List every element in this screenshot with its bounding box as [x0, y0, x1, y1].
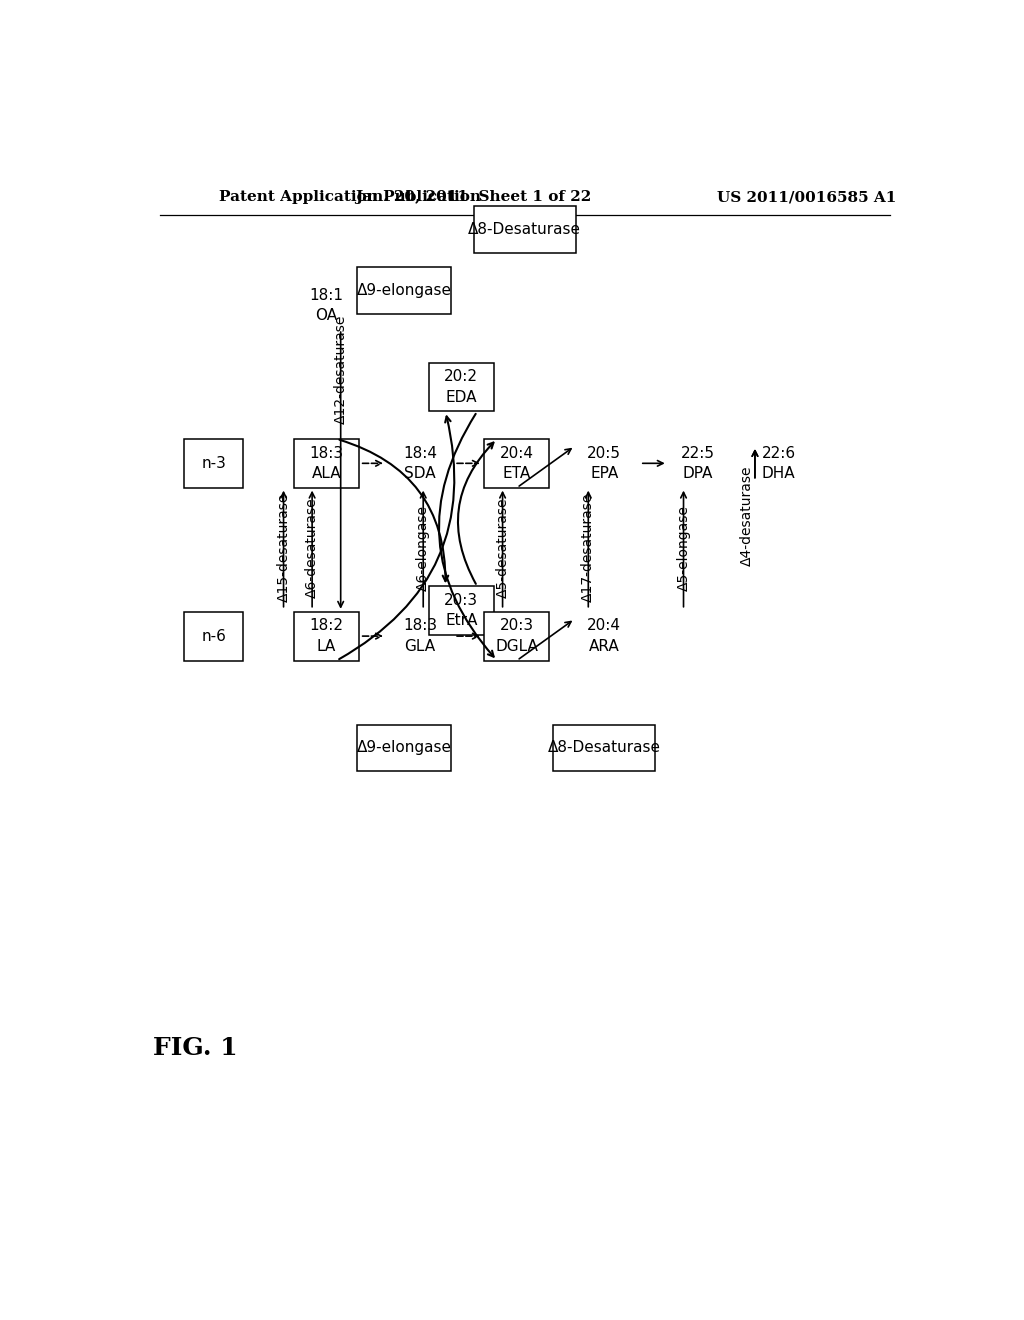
FancyBboxPatch shape: [294, 611, 359, 660]
Text: EDA: EDA: [445, 389, 477, 405]
FancyBboxPatch shape: [357, 725, 451, 771]
Text: ARA: ARA: [589, 639, 620, 653]
Text: DPA: DPA: [683, 466, 713, 480]
Text: 20:5: 20:5: [587, 446, 622, 461]
FancyBboxPatch shape: [184, 611, 244, 660]
FancyBboxPatch shape: [484, 611, 550, 660]
Text: 20:4: 20:4: [587, 619, 622, 634]
Text: Δ6-desaturase: Δ6-desaturase: [305, 498, 319, 598]
Text: Δ15-desaturase: Δ15-desaturase: [276, 492, 291, 602]
Text: LA: LA: [316, 639, 336, 653]
Text: n-6: n-6: [202, 628, 226, 644]
Text: 20:2: 20:2: [444, 370, 478, 384]
FancyBboxPatch shape: [357, 267, 451, 314]
Text: n-3: n-3: [202, 455, 226, 471]
Text: 22:6: 22:6: [762, 446, 796, 461]
Text: Δ6-elongase: Δ6-elongase: [416, 504, 430, 590]
FancyBboxPatch shape: [553, 725, 655, 771]
Text: EPA: EPA: [590, 466, 618, 480]
Text: Δ9-elongase: Δ9-elongase: [356, 282, 452, 298]
FancyBboxPatch shape: [429, 586, 494, 635]
Text: Δ8-Desaturase: Δ8-Desaturase: [468, 222, 582, 238]
Text: 20:3: 20:3: [500, 619, 534, 634]
Text: 18:2: 18:2: [309, 619, 343, 634]
FancyBboxPatch shape: [184, 440, 244, 487]
Text: Δ5-elongase: Δ5-elongase: [677, 504, 690, 590]
Text: 18:1: 18:1: [309, 288, 343, 304]
Text: 18:3: 18:3: [309, 446, 343, 461]
Text: Δ9-elongase: Δ9-elongase: [356, 741, 452, 755]
Text: Δ4-desaturase: Δ4-desaturase: [740, 466, 754, 566]
Text: ALA: ALA: [311, 466, 341, 480]
Text: 20:3: 20:3: [444, 593, 478, 609]
Text: Δ12-desaturase: Δ12-desaturase: [334, 315, 348, 425]
Text: 18:3: 18:3: [403, 619, 437, 634]
Text: 22:5: 22:5: [681, 446, 715, 461]
FancyBboxPatch shape: [474, 206, 575, 253]
Text: DHA: DHA: [762, 466, 796, 480]
FancyBboxPatch shape: [429, 363, 494, 412]
Text: US 2011/0016585 A1: US 2011/0016585 A1: [717, 190, 896, 205]
Text: DGLA: DGLA: [496, 639, 539, 653]
Text: Jan. 20, 2011  Sheet 1 of 22: Jan. 20, 2011 Sheet 1 of 22: [355, 190, 591, 205]
Text: GLA: GLA: [404, 639, 435, 653]
Text: OA: OA: [315, 309, 338, 323]
FancyBboxPatch shape: [294, 440, 359, 487]
Text: FIG. 1: FIG. 1: [154, 1036, 238, 1060]
Text: Patent Application Publication: Patent Application Publication: [219, 190, 481, 205]
Text: Δ17-desaturase: Δ17-desaturase: [582, 492, 595, 602]
Text: Δ5-desaturase: Δ5-desaturase: [496, 498, 510, 598]
Text: EtrA: EtrA: [445, 614, 477, 628]
FancyBboxPatch shape: [484, 440, 550, 487]
Text: 18:4: 18:4: [403, 446, 437, 461]
Text: Δ8-Desaturase: Δ8-Desaturase: [548, 741, 660, 755]
Text: 20:4: 20:4: [500, 446, 534, 461]
Text: SDA: SDA: [404, 466, 436, 480]
Text: ETA: ETA: [503, 466, 531, 480]
